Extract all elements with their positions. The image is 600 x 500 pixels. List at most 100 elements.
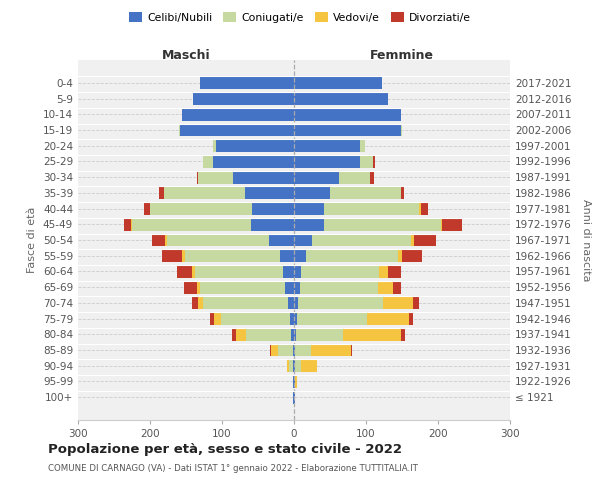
Bar (294, 234, 312, 246)
Bar (398, 250, 402, 262)
Bar (152, 234, 165, 246)
Bar (294, 344, 295, 356)
Bar (286, 280, 294, 293)
Bar (232, 328, 236, 341)
Bar (324, 218, 441, 230)
Bar (278, 344, 293, 356)
Bar (193, 265, 196, 278)
Bar (294, 186, 330, 200)
Bar (294, 312, 297, 325)
Y-axis label: Fasce di età: Fasce di età (28, 207, 37, 273)
Bar (164, 186, 245, 200)
Bar (402, 250, 422, 262)
Bar (132, 218, 251, 230)
Bar (233, 170, 294, 183)
Bar (294, 155, 360, 168)
Bar (300, 280, 377, 293)
Bar (280, 250, 294, 262)
Bar (301, 265, 379, 278)
Bar (301, 360, 317, 372)
Bar (193, 92, 294, 105)
Bar (288, 296, 294, 310)
Bar (293, 344, 294, 356)
Bar (295, 344, 311, 356)
Bar (409, 312, 413, 325)
Bar (167, 234, 269, 246)
Bar (312, 234, 412, 246)
Bar (413, 296, 419, 310)
Bar (360, 155, 373, 168)
Bar (388, 265, 401, 278)
Bar (297, 312, 367, 325)
Bar (291, 328, 294, 341)
Bar (330, 186, 401, 200)
Bar (293, 390, 294, 404)
Bar (373, 155, 374, 168)
Bar (203, 155, 214, 168)
Bar (197, 170, 198, 183)
Bar (343, 328, 401, 341)
Bar (294, 170, 338, 183)
Bar (247, 328, 291, 341)
Bar (394, 280, 401, 293)
Bar (165, 234, 167, 246)
Bar (236, 328, 247, 341)
Bar (221, 312, 290, 325)
Bar (131, 218, 132, 230)
Bar (441, 218, 442, 230)
Text: Femmine: Femmine (370, 50, 434, 62)
Bar (338, 170, 370, 183)
Bar (214, 312, 221, 325)
Bar (379, 265, 388, 278)
Bar (305, 250, 398, 262)
Bar (294, 250, 305, 262)
Bar (442, 218, 463, 230)
Bar (294, 202, 324, 215)
Bar (360, 139, 365, 152)
Bar (216, 139, 294, 152)
Bar (295, 360, 301, 372)
Bar (179, 124, 180, 136)
Bar (351, 344, 352, 356)
Bar (294, 375, 295, 388)
Bar (401, 124, 402, 136)
Bar (289, 360, 293, 372)
Bar (294, 139, 360, 152)
Bar (150, 202, 252, 215)
Bar (269, 234, 294, 246)
Bar (311, 344, 351, 356)
Bar (294, 360, 295, 372)
Bar (294, 280, 300, 293)
Bar (294, 76, 382, 90)
Bar (176, 265, 193, 278)
Bar (214, 139, 216, 152)
Bar (158, 186, 164, 200)
Bar (197, 296, 203, 310)
Bar (419, 202, 421, 215)
Bar (251, 218, 294, 230)
Bar (294, 328, 296, 341)
Bar (294, 265, 301, 278)
Bar (294, 108, 401, 120)
Bar (196, 265, 283, 278)
Bar (182, 108, 294, 120)
Bar (294, 124, 401, 136)
Bar (401, 328, 405, 341)
Bar (383, 296, 413, 310)
Bar (269, 344, 271, 356)
Bar (271, 344, 278, 356)
Bar (203, 296, 288, 310)
Legend: Celibi/Nubili, Coniugati/e, Vedovi/e, Divorziati/e: Celibi/Nubili, Coniugati/e, Vedovi/e, Di… (124, 8, 476, 27)
Bar (293, 375, 294, 388)
Bar (367, 312, 409, 325)
Bar (412, 234, 414, 246)
Bar (324, 202, 419, 215)
Bar (144, 202, 150, 215)
Text: Popolazione per età, sesso e stato civile - 2022: Popolazione per età, sesso e stato civil… (48, 442, 402, 456)
Bar (185, 250, 280, 262)
Bar (370, 170, 374, 183)
Bar (214, 155, 294, 168)
Bar (421, 202, 428, 215)
Text: Maschi: Maschi (161, 50, 211, 62)
Bar (283, 265, 294, 278)
